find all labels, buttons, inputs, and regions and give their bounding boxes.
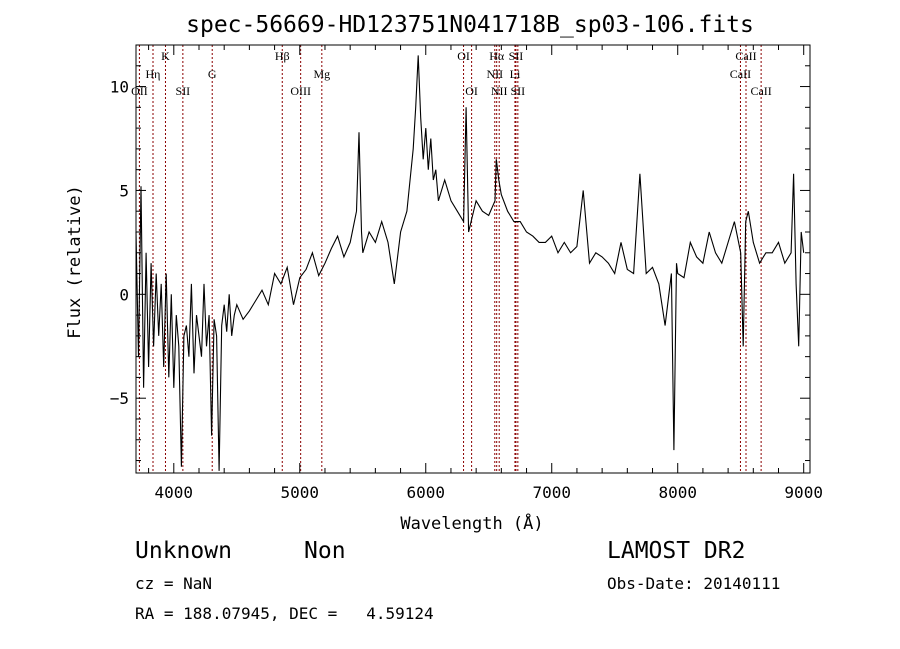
spectral-line-label: Hη: [146, 67, 161, 81]
spectral-line-label: OI: [457, 49, 470, 63]
spectral-line-label: OI: [465, 84, 478, 98]
x-tick-label: 4000: [155, 483, 194, 502]
y-axis-label: Flux (relative): [65, 185, 85, 339]
spectral-line-label: Hβ: [275, 49, 290, 63]
redshift-label: cz = NaN: [135, 574, 213, 593]
spectral-line-label: Hα: [489, 49, 505, 63]
spectral-line-label: SII: [176, 84, 191, 98]
spectral-line-markers: [138, 45, 762, 473]
x-tick-label: 6000: [406, 483, 445, 502]
spectral-line-label: NII: [491, 84, 508, 98]
spectral-line-label: Mg: [313, 67, 330, 81]
y-tick-label: 0: [119, 285, 129, 304]
x-tick-label: 9000: [784, 483, 823, 502]
obs-date-label: Obs-Date: 20140111: [607, 574, 781, 593]
spectrum-line: [135, 55, 805, 471]
spectral-line-label: SII: [509, 49, 524, 63]
y-tick-label: 10: [110, 78, 129, 97]
spectral-line-label: CaII: [750, 84, 771, 98]
coordinates-label: RA = 188.07945, DEC = 4.59124: [135, 604, 434, 623]
x-tick-label: 7000: [532, 483, 571, 502]
spectral-line-label: Li: [510, 67, 521, 81]
spectral-line-labels: OIIHηKSIIGHβOIIIMgOIOINIIHαNIILiSIISIICa…: [131, 49, 772, 98]
spectral-line-label: NII: [486, 67, 503, 81]
x-tick-label: 8000: [658, 483, 697, 502]
x-tick-label: 5000: [281, 483, 320, 502]
classification-label: Unknown: [135, 538, 232, 564]
spectral-line-label: OIII: [290, 84, 311, 98]
axis-ticks: [136, 45, 810, 473]
y-tick-label: −5: [110, 389, 129, 408]
spectral-line-label: K: [161, 49, 170, 63]
chart-title: spec-56669-HD123751N041718B_sp03-106.fit…: [186, 12, 754, 38]
subclass-label: Non: [304, 538, 346, 564]
spectral-line-label: CaII: [730, 67, 751, 81]
survey-label: LAMOST DR2: [607, 538, 746, 564]
y-tick-label: 5: [119, 181, 129, 200]
spectral-line-label: CaII: [735, 49, 756, 63]
spectral-line-label: OII: [131, 84, 148, 98]
x-axis-label: Wavelength (Å): [400, 512, 543, 534]
spectral-line-label: G: [208, 67, 217, 81]
spectral-line-label: SII: [511, 84, 526, 98]
plot-frame: [135, 44, 811, 474]
axis-tick-labels: 4000 5000 6000 7000 8000 9000 −5 0 5 10: [110, 78, 823, 502]
